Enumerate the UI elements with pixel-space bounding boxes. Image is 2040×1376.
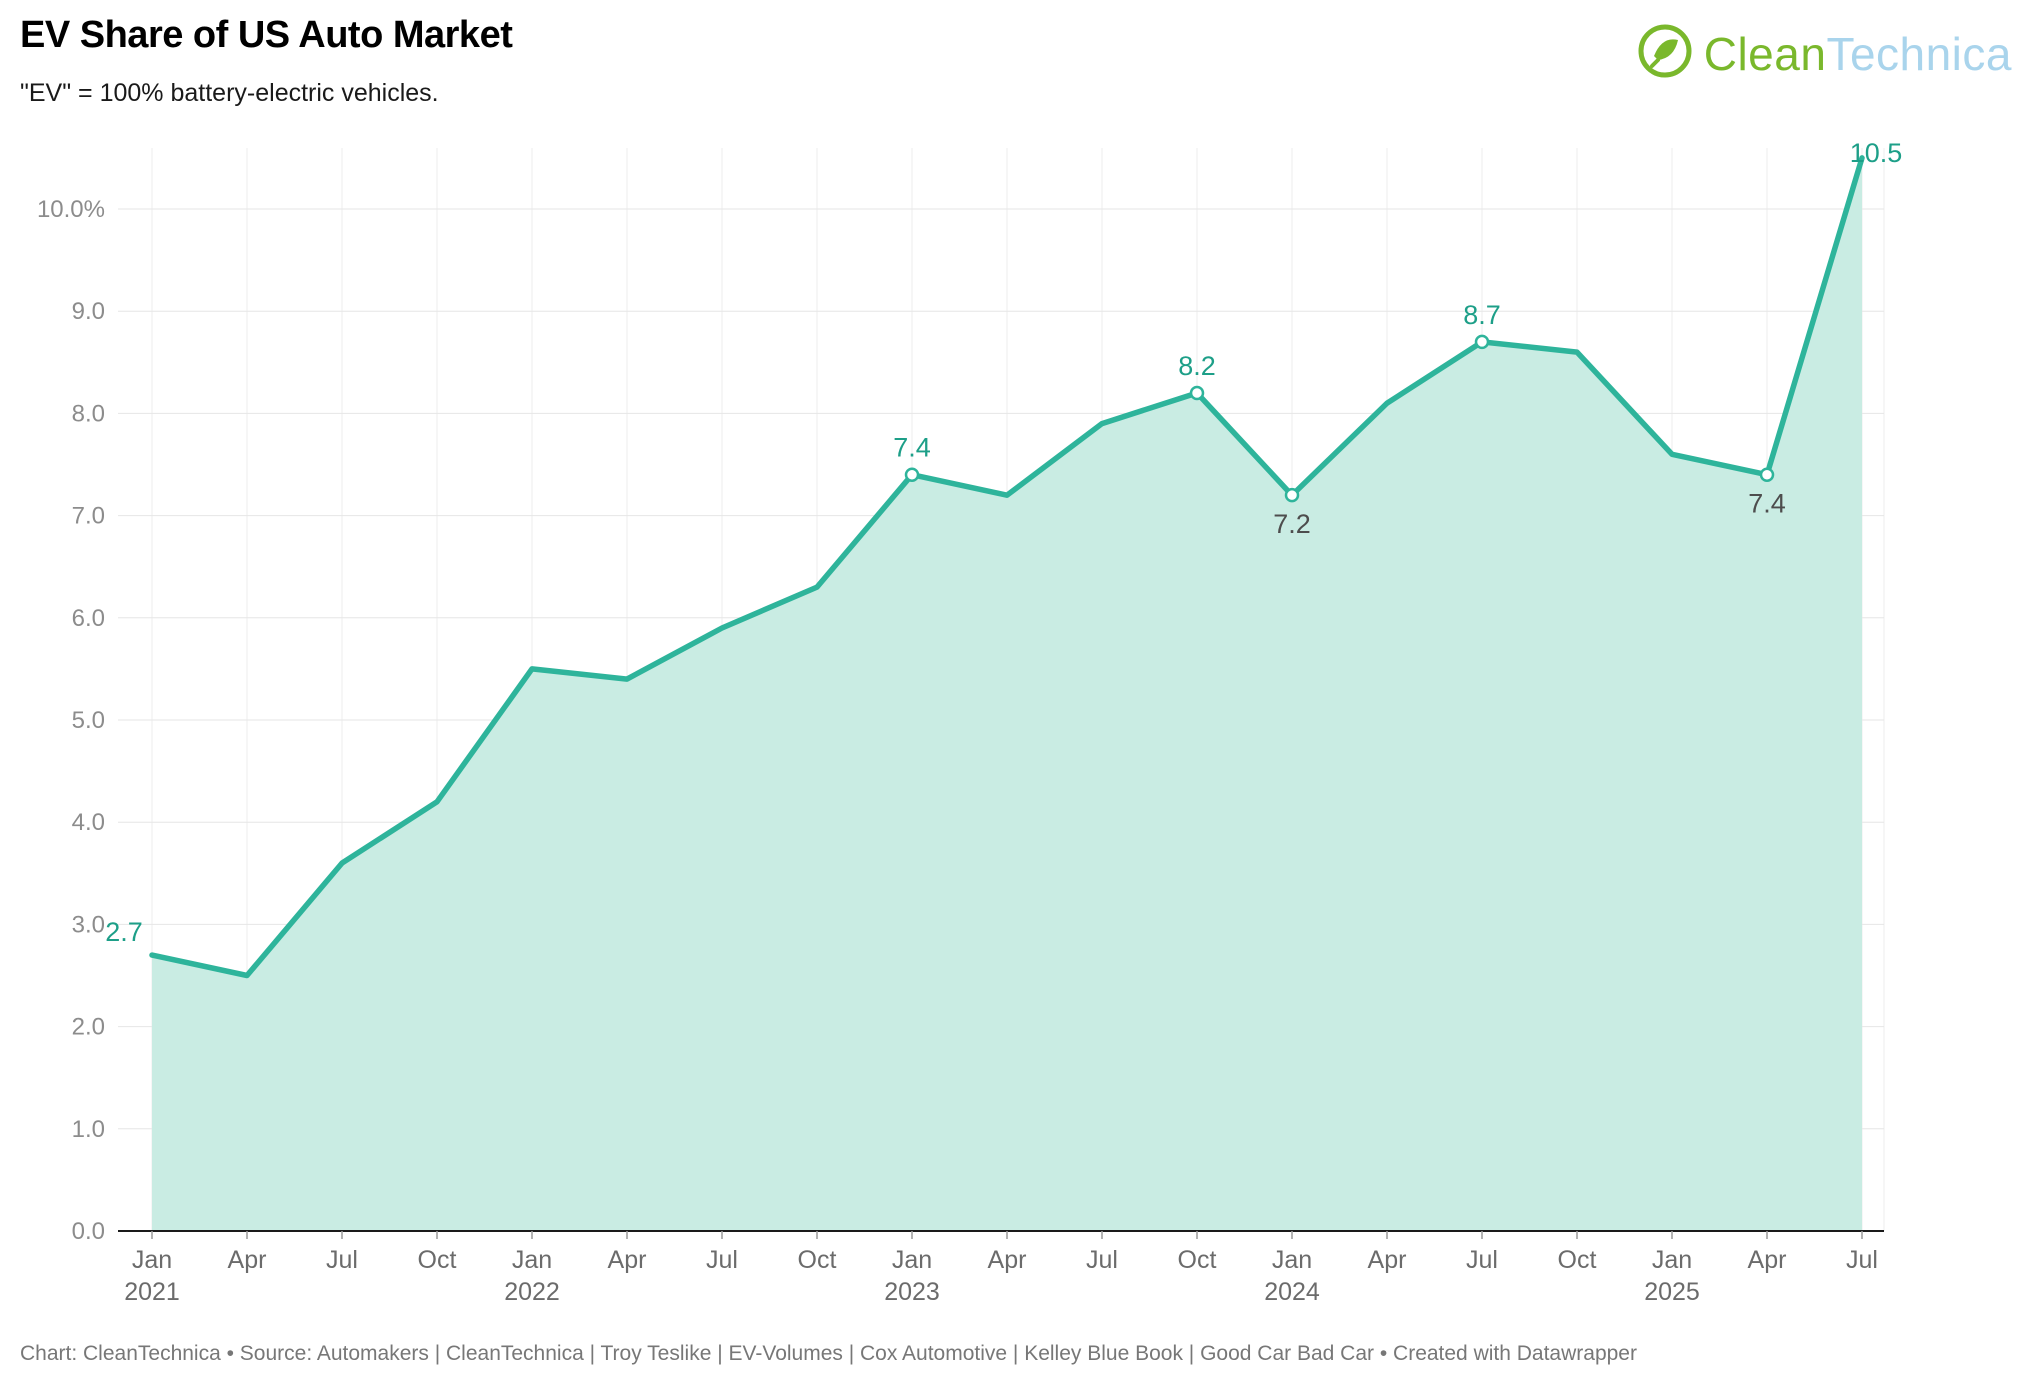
x-axis-month-label: Jan xyxy=(1652,1246,1692,1274)
data-point-value-label: 7.2 xyxy=(1273,509,1311,539)
logo-text-technica: Technica xyxy=(1826,27,2012,80)
cleantechnica-logo: CleanTechnica xyxy=(1636,22,2012,85)
logo-wordmark: CleanTechnica xyxy=(1704,27,2012,81)
x-axis-month-label: Apr xyxy=(608,1246,647,1274)
data-point-marker xyxy=(904,467,920,482)
area-fill xyxy=(152,157,1862,1231)
y-axis-tick-label: 5.0 xyxy=(72,707,105,734)
x-axis-month-label: Jul xyxy=(1466,1246,1498,1274)
y-axis-tick-label: 10.0% xyxy=(37,196,105,223)
page-title: EV Share of US Auto Market xyxy=(20,14,513,56)
x-axis-year-label: 2021 xyxy=(124,1278,180,1306)
data-point-value-label: 8.2 xyxy=(1178,351,1216,381)
data-line xyxy=(149,155,1865,979)
x-axis-month-label: Jul xyxy=(326,1246,358,1274)
y-axis-tick-label: 0.0 xyxy=(72,1218,105,1245)
x-axis-month-label: Jul xyxy=(706,1246,738,1274)
page-subtitle: "EV" = 100% battery-electric vehicles. xyxy=(20,79,439,107)
logo-text-clean: Clean xyxy=(1703,27,1827,80)
data-point-value-label: 8.7 xyxy=(1463,300,1501,330)
cleantechnica-logo-icon xyxy=(1636,22,1694,85)
x-axis-month-label: Oct xyxy=(418,1246,457,1274)
data-point-value-label: 2.7 xyxy=(105,917,143,947)
x-axis-month-label: Apr xyxy=(1748,1246,1787,1274)
x-axis-month-label: Oct xyxy=(798,1246,837,1274)
x-axis-year-label: 2022 xyxy=(504,1278,560,1306)
data-point-value-label: 7.4 xyxy=(1748,489,1786,519)
y-axis-tick-label: 2.0 xyxy=(72,1014,105,1041)
y-axis-tick-label: 1.0 xyxy=(72,1116,105,1143)
x-axis-month-label: Jan xyxy=(1272,1246,1312,1274)
y-axis-tick-label: 3.0 xyxy=(72,911,105,938)
x-axis-month-label: Oct xyxy=(1178,1246,1217,1274)
chart-header: EV Share of US Auto Market "EV" = 100% b… xyxy=(20,14,513,108)
x-axis-year-label: 2024 xyxy=(1264,1278,1320,1306)
x-axis-month-label: Apr xyxy=(988,1246,1027,1274)
x-axis-month-label: Jul xyxy=(1846,1246,1878,1274)
y-axis-tick-label: 9.0 xyxy=(72,298,105,325)
data-point-value-label: 7.4 xyxy=(893,433,931,463)
x-axis-month-label: Oct xyxy=(1558,1246,1597,1274)
data-point-marker xyxy=(1759,467,1775,482)
y-axis-tick-label: 7.0 xyxy=(72,503,105,530)
x-axis-month-label: Jan xyxy=(512,1246,552,1274)
data-point-marker xyxy=(1189,385,1205,401)
x-axis-year-label: 2023 xyxy=(884,1278,940,1306)
data-point-value-label: 10.5 xyxy=(1850,138,1903,168)
x-axis-month-label: Jul xyxy=(1086,1246,1118,1274)
data-point-marker xyxy=(1284,487,1300,503)
y-axis-tick-label: 6.0 xyxy=(72,605,105,632)
chart-footer-attribution: Chart: CleanTechnica • Source: Automaker… xyxy=(20,1342,1637,1365)
x-axis-month-label: Jan xyxy=(892,1246,932,1274)
x-axis-month-label: Apr xyxy=(1368,1246,1407,1274)
data-point-marker xyxy=(1474,334,1490,350)
x-axis-month-label: Jan xyxy=(132,1246,172,1274)
y-axis-tick-label: 8.0 xyxy=(72,400,105,427)
x-axis-year-label: 2025 xyxy=(1644,1278,1700,1306)
x-axis-month-label: Apr xyxy=(228,1246,267,1274)
y-axis-tick-label: 4.0 xyxy=(72,809,105,836)
